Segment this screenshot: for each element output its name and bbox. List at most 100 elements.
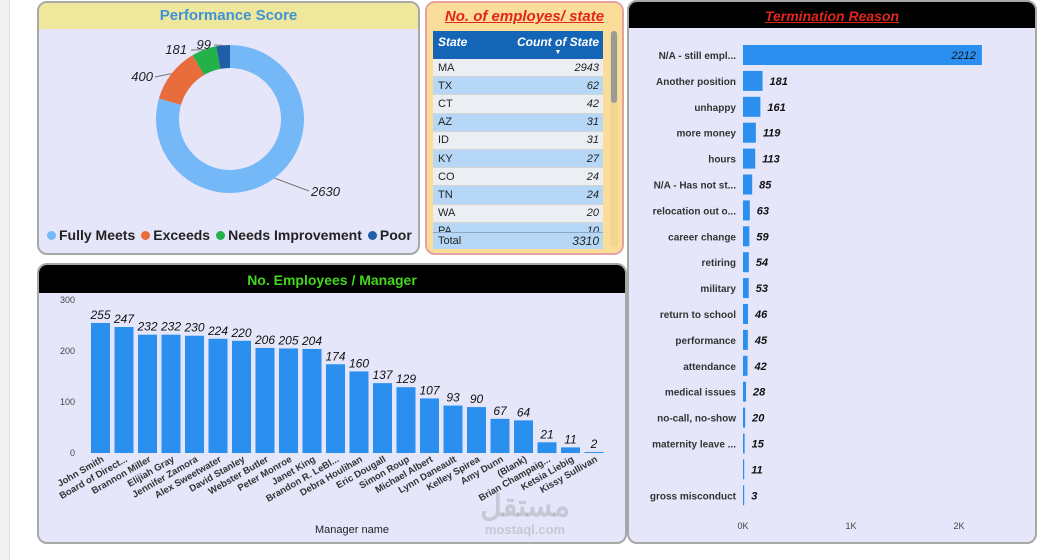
table-row[interactable]: WA 20 [433, 204, 603, 223]
sort-desc-icon: ▼ [554, 49, 562, 56]
bar[interactable] [514, 420, 533, 453]
bar[interactable] [161, 334, 181, 453]
bar[interactable] [743, 407, 746, 428]
total-label: Total [438, 235, 462, 247]
legend-label: Needs Improvement [228, 227, 362, 243]
bar[interactable] [743, 381, 747, 402]
bar[interactable] [373, 383, 392, 453]
x-axis-title: Manager name [315, 524, 389, 536]
legend-item-exceeds[interactable]: Exceeds [141, 227, 210, 243]
bar[interactable] [396, 387, 416, 453]
table-row[interactable]: TN 24 [433, 186, 603, 205]
col-header-count[interactable]: Count of State ▼ [517, 35, 599, 59]
count-cell: 24 [586, 170, 599, 183]
bar-value-label: 42 [754, 361, 767, 373]
table-row[interactable]: PA 10 [433, 222, 603, 232]
legend-dot-icon [216, 230, 226, 240]
table-row[interactable]: CT 42 [433, 95, 603, 114]
performance-score-panel: Performance Score 2630 400 181 99 Fully Mee… [37, 1, 420, 255]
bar[interactable] [743, 329, 748, 350]
bar[interactable] [232, 340, 251, 453]
bar[interactable] [443, 405, 463, 453]
bar[interactable] [114, 327, 134, 453]
donut-slice[interactable] [216, 45, 230, 69]
bar[interactable] [743, 304, 748, 324]
bar[interactable] [743, 96, 761, 117]
bar[interactable] [743, 355, 748, 376]
bar[interactable] [743, 226, 750, 247]
bar[interactable] [537, 442, 557, 453]
state-cell: CT [438, 97, 453, 110]
bar[interactable] [420, 398, 439, 453]
state-cell: AZ [438, 116, 453, 129]
donut-leader-line [274, 177, 310, 192]
bar-value-label: 224 [207, 324, 228, 338]
bar[interactable] [743, 200, 750, 221]
legend-item-poor[interactable]: Poor [367, 227, 412, 243]
bar-category-label: hours [708, 155, 736, 166]
bar[interactable] [326, 364, 345, 453]
bar[interactable] [208, 338, 228, 453]
donut-slice[interactable] [158, 55, 205, 105]
scrollbar-thumb[interactable] [611, 31, 617, 103]
bar[interactable] [349, 371, 369, 453]
bar[interactable] [255, 347, 275, 453]
bar-category-label: retiring [702, 258, 736, 269]
table-row[interactable]: KY 27 [433, 149, 603, 169]
bar[interactable] [743, 459, 745, 480]
bar[interactable] [467, 407, 486, 453]
bar[interactable] [561, 447, 580, 453]
legend-dot-icon [47, 230, 56, 240]
bar-category-label: N/A - still empl... [659, 51, 737, 62]
table-row[interactable]: TX 62 [433, 77, 603, 96]
bar[interactable] [743, 148, 756, 169]
bar-value-label: 15 [752, 439, 765, 451]
bar[interactable] [743, 122, 756, 143]
count-cell: 2943 [574, 61, 599, 74]
donut-slice[interactable] [192, 46, 221, 76]
termination-reason-panel: Termination Reason N/A - still empl... 22… [627, 0, 1037, 544]
bar-value-label: 107 [419, 383, 440, 397]
bar-value-label: 160 [349, 356, 369, 370]
col-header-state[interactable]: State [438, 35, 468, 49]
bar[interactable] [584, 451, 604, 453]
state-cell: PA [438, 225, 452, 232]
state-cell: TX [438, 79, 453, 92]
bar-value-label: 174 [325, 349, 345, 363]
mostaql-watermark: مستقل mostaql.com [455, 492, 595, 538]
bar[interactable] [743, 278, 749, 299]
count-cell: 31 [586, 116, 599, 129]
bar[interactable] [279, 348, 298, 453]
state-table-scrollbar[interactable] [610, 31, 618, 247]
bar-value-label: 85 [759, 180, 772, 192]
bar[interactable] [138, 334, 157, 453]
x-tick-label: 1K [845, 521, 856, 531]
bar[interactable] [743, 174, 753, 195]
bar[interactable] [743, 70, 763, 91]
bar-value-label: 59 [756, 231, 769, 243]
table-row[interactable]: MA 2943 [433, 59, 603, 78]
count-cell: 10 [586, 225, 599, 232]
bar[interactable] [185, 335, 204, 453]
table-row[interactable]: ID 31 [433, 131, 603, 150]
bar[interactable] [91, 322, 110, 453]
bar-value-label: 67 [493, 404, 508, 418]
bar[interactable] [743, 433, 745, 454]
bar[interactable] [490, 418, 510, 453]
legend-label: Poor [379, 227, 412, 243]
bar[interactable] [743, 485, 745, 506]
legend-dot-icon [367, 230, 377, 240]
performance-donut-chart[interactable]: 2630 400 181 99 [39, 3, 420, 255]
bar[interactable] [302, 348, 322, 453]
donut-slice[interactable] [156, 45, 304, 194]
bar[interactable] [743, 45, 982, 65]
legend-item-needs-improvement[interactable]: Needs Improvement [216, 227, 362, 243]
count-cell: 20 [586, 207, 599, 220]
table-row[interactable]: CO 24 [433, 168, 603, 187]
table-row[interactable]: AZ 31 [433, 113, 603, 132]
bar[interactable] [743, 252, 749, 273]
bar-category-label: Another position [656, 77, 736, 88]
termination-bar-chart[interactable]: N/A - still empl... 2212 Another position 1… [629, 2, 1037, 544]
legend-item-fully-meets[interactable]: Fully Meets [47, 227, 135, 243]
